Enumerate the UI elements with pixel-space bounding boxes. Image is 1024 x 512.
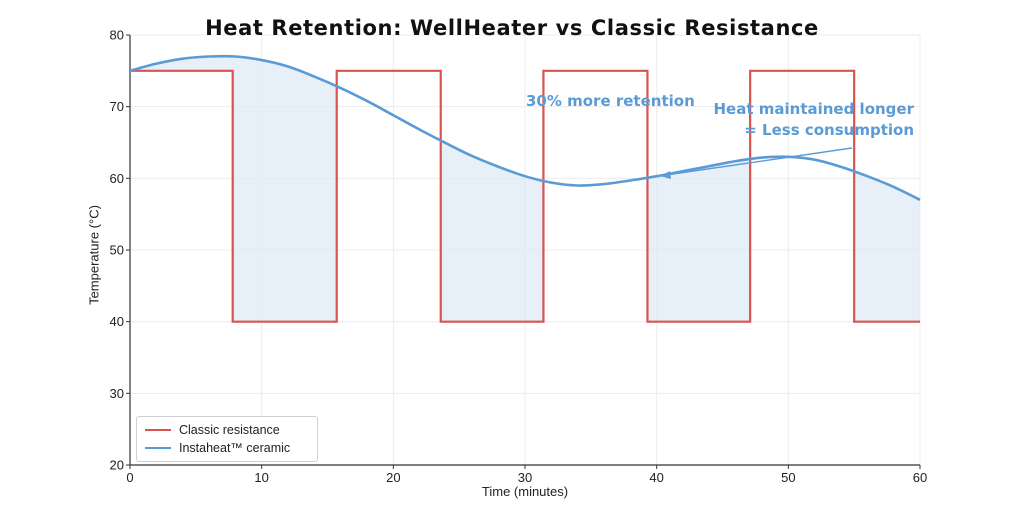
y-tick-label: 40 [110,314,124,329]
annotation-retention: 30% more retention [526,92,695,110]
y-tick-label: 60 [110,171,124,186]
annotation-consumption-line2: = Less consumption [744,121,914,139]
y-axis-label: Temperature (°C) [86,205,102,305]
legend-swatch-classic [145,429,171,431]
annotation-consumption-line1: Heat maintained longer [713,100,915,118]
x-tick-label: 40 [649,470,663,485]
legend-swatch-instaheat [145,447,171,449]
series-line-classic-resistance [130,69,920,323]
x-tick-label: 20 [386,470,400,485]
y-tick-label: 80 [110,28,124,43]
legend-label-classic: Classic resistance [179,423,280,437]
x-tick-label: 30 [518,470,532,485]
legend: Classic resistance Instaheat™ ceramic [136,416,318,462]
x-axis-label: Time (minutes) [481,484,569,499]
y-tick-label: 70 [110,99,124,114]
x-tick-label: 10 [254,470,268,485]
annotation-consumption: Heat maintained longer = Less consumptio… [714,99,915,141]
y-tick-label: 20 [110,458,124,473]
y-tick-label: 50 [110,243,124,258]
axes [126,34,921,469]
annotation-arrow [660,147,853,179]
x-tick-label: 50 [781,470,795,485]
legend-item-instaheat: Instaheat™ ceramic [145,439,290,457]
legend-item-classic: Classic resistance [145,421,280,439]
annotation-arrow-line [665,147,853,176]
y-tick-label: 30 [110,386,124,401]
chart-title: Heat Retention: WellHeater vs Classic Re… [205,16,819,40]
annotation-arrow-head [660,171,671,179]
tick-labels: 0 10 20 30 40 50 60 20 30 40 50 60 70 80 [110,28,928,486]
x-tick-label: 60 [913,470,927,485]
legend-label-instaheat: Instaheat™ ceramic [179,441,291,455]
x-tick-label: 0 [126,470,133,485]
